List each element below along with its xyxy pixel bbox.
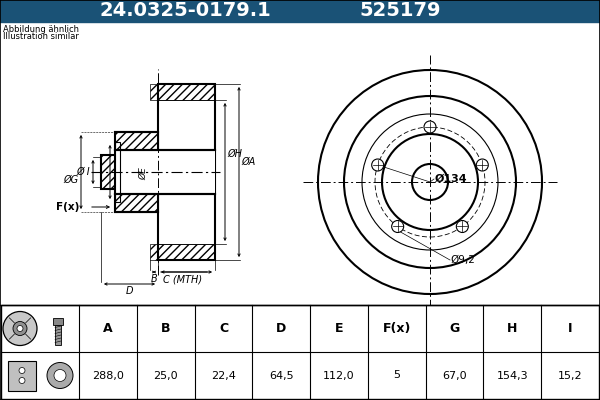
Text: 112,0: 112,0 <box>323 370 355 380</box>
Text: Illustration similar: Illustration similar <box>3 32 79 41</box>
Bar <box>53 318 63 324</box>
Bar <box>158 244 215 260</box>
Text: 67,0: 67,0 <box>442 370 467 380</box>
Text: D: D <box>126 286 133 296</box>
Text: H: H <box>507 322 518 335</box>
Text: E: E <box>335 322 343 335</box>
Circle shape <box>17 326 23 332</box>
Bar <box>158 84 215 100</box>
Bar <box>150 244 158 260</box>
Text: G: G <box>449 322 460 335</box>
Circle shape <box>362 114 498 250</box>
Bar <box>158 84 215 260</box>
Bar <box>115 142 120 202</box>
Text: Abbildung ähnlich: Abbildung ähnlich <box>3 25 79 34</box>
Text: ØG: ØG <box>63 175 78 185</box>
Text: Ø134: Ø134 <box>435 174 467 184</box>
Bar <box>101 155 115 189</box>
Bar <box>0 0 600 22</box>
Text: 288,0: 288,0 <box>92 370 124 380</box>
Bar <box>115 132 158 150</box>
Text: ØE: ØE <box>139 168 149 180</box>
Text: F(x): F(x) <box>56 202 79 212</box>
Circle shape <box>476 159 488 171</box>
Bar <box>55 324 61 344</box>
Text: B: B <box>161 322 170 335</box>
Text: B: B <box>151 274 157 284</box>
Circle shape <box>13 322 27 336</box>
Text: I: I <box>568 322 572 335</box>
Bar <box>8 360 36 390</box>
Circle shape <box>318 70 542 294</box>
Text: 22,4: 22,4 <box>211 370 236 380</box>
Circle shape <box>3 312 37 346</box>
Text: 154,3: 154,3 <box>497 370 528 380</box>
Text: C: C <box>219 322 228 335</box>
Circle shape <box>424 121 436 133</box>
Bar <box>101 155 115 189</box>
Bar <box>150 84 158 100</box>
Text: Ø I: Ø I <box>76 167 90 177</box>
Bar <box>115 194 158 212</box>
Circle shape <box>412 164 448 200</box>
Text: 15,2: 15,2 <box>558 370 583 380</box>
Text: 5: 5 <box>393 370 400 380</box>
Text: D: D <box>276 322 286 335</box>
Text: C (MTH): C (MTH) <box>163 274 202 284</box>
Text: 64,5: 64,5 <box>269 370 293 380</box>
Circle shape <box>19 368 25 374</box>
Text: ØH: ØH <box>227 149 242 159</box>
Circle shape <box>19 378 25 384</box>
Text: A: A <box>103 322 113 335</box>
Bar <box>115 150 215 194</box>
Text: ØA: ØA <box>241 157 255 167</box>
Bar <box>1 305 599 399</box>
Text: 25,0: 25,0 <box>154 370 178 380</box>
Circle shape <box>54 370 66 382</box>
Text: 525179: 525179 <box>359 2 441 20</box>
Circle shape <box>457 220 469 232</box>
Circle shape <box>344 96 516 268</box>
Circle shape <box>392 220 404 232</box>
Circle shape <box>371 159 383 171</box>
Text: F(x): F(x) <box>383 322 411 335</box>
Text: 24.0325-0179.1: 24.0325-0179.1 <box>99 2 271 20</box>
Text: Ø9,2: Ø9,2 <box>450 255 475 265</box>
Circle shape <box>47 362 73 388</box>
Circle shape <box>382 134 478 230</box>
Bar <box>0 22 600 305</box>
Bar <box>115 132 158 212</box>
